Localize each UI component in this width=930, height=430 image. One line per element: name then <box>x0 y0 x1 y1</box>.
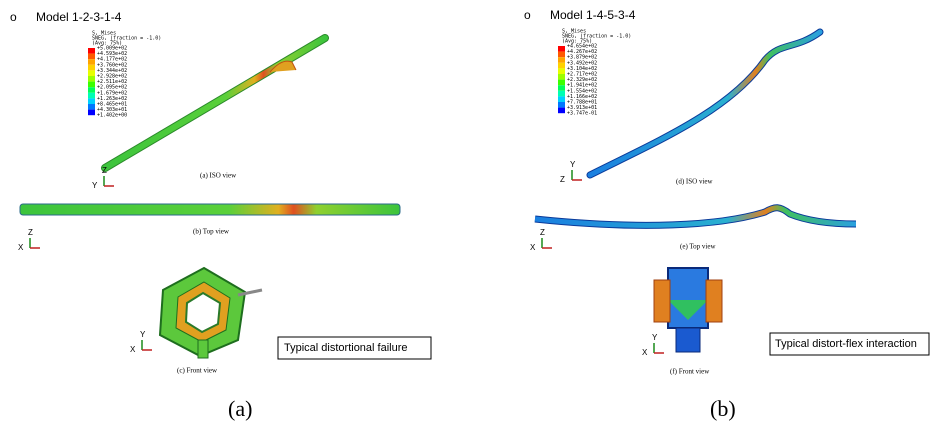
front-view <box>160 268 262 358</box>
model-title: Model 1-2-3-1-4 <box>36 10 122 24</box>
axis-label: Y <box>140 330 146 339</box>
axis-label: X <box>130 345 136 354</box>
legend-swatch <box>558 108 565 114</box>
note: Typical distort-flex interaction <box>775 338 917 350</box>
front-view <box>654 268 722 352</box>
legend-swatch <box>558 46 565 52</box>
legend-swatch <box>558 96 565 102</box>
axis-label: Z <box>28 228 33 237</box>
bullet: o <box>524 8 531 22</box>
caption: (e) Top view <box>680 243 716 251</box>
axis-label: Z <box>102 166 107 175</box>
caption: (b) Top view <box>193 228 230 236</box>
axis-label: Z <box>540 228 545 237</box>
legend-swatch <box>88 54 95 60</box>
legend-swatch <box>558 102 565 108</box>
caption: (a) ISO view <box>200 172 237 180</box>
axis-label: X <box>642 348 648 357</box>
caption: (d) ISO view <box>676 178 713 186</box>
caption: (f) Front view <box>670 368 710 376</box>
beam-iso <box>590 32 820 175</box>
legend-swatch <box>88 110 95 116</box>
legend-swatch <box>88 104 95 110</box>
axis-label: Y <box>652 333 658 342</box>
legend-swatch <box>558 80 565 86</box>
axis-label: Y <box>570 160 576 169</box>
legend-value: +1.402e+00 <box>97 113 127 119</box>
legend-swatch <box>558 74 565 80</box>
bullet: o <box>10 10 17 24</box>
legend-swatch <box>88 59 95 65</box>
legend-swatch <box>88 98 95 104</box>
legend-swatch <box>88 76 95 82</box>
legend-swatch <box>558 85 565 91</box>
legend-swatch <box>558 68 565 74</box>
legend-swatch <box>558 91 565 97</box>
note: Typical distortional failure <box>284 342 408 354</box>
legend-swatch <box>88 65 95 71</box>
legend-swatch <box>558 63 565 69</box>
legend-swatch <box>88 70 95 76</box>
figure: o Model 1-2-3-1-4 S, MisesSNEG, (fractio… <box>0 0 930 430</box>
legend-swatch <box>88 93 95 99</box>
beam-top <box>20 204 400 215</box>
legend-swatch <box>558 52 565 58</box>
axis-label: Z <box>560 175 565 184</box>
beam-iso-fill <box>105 38 325 168</box>
legend-swatch <box>88 87 95 93</box>
legend-value: +3.747e-01 <box>567 111 597 117</box>
legend-swatch <box>88 82 95 88</box>
beam-iso-fill <box>590 32 820 175</box>
axis-label: Y <box>92 181 98 190</box>
legend-swatch <box>558 57 565 63</box>
model-title: Model 1-4-5-3-4 <box>550 8 636 22</box>
caption: (c) Front view <box>177 367 218 375</box>
panel-label: (a) <box>228 396 252 421</box>
axis-label: X <box>530 243 536 252</box>
panel-label: (b) <box>710 396 736 421</box>
legend-swatch <box>88 48 95 54</box>
axis-label: X <box>18 243 24 252</box>
